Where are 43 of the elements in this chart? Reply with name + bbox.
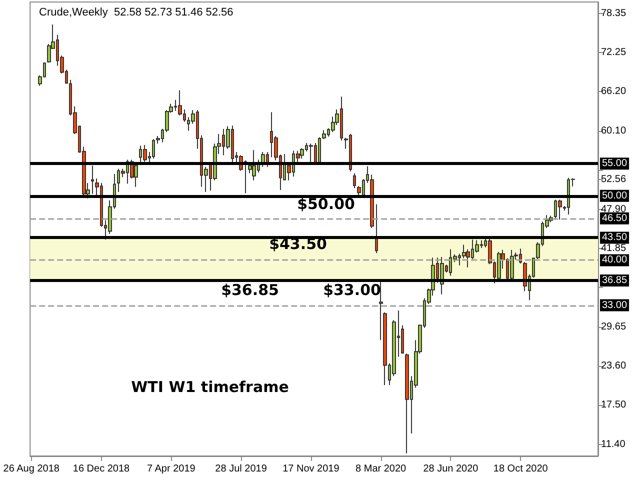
ref-line-label: 50.00 [602,190,628,202]
candlestick [91,165,94,194]
y-tick-label: 52.56 [601,174,626,185]
candlestick [558,199,562,220]
ref-line-label: 43.50 [602,232,628,244]
candlestick [134,163,138,188]
candlestick [143,144,147,162]
x-tick-label: 18 Oct 2020 [493,464,548,474]
y-tick-label: 29.65 [601,321,626,332]
candlestick [309,143,313,164]
y-tick-label: 60.10 [601,125,626,136]
y-tick-label: 72.25 [601,47,626,58]
ref-line-label: 46.50 [602,212,628,224]
annotation: $50.00 [297,195,355,213]
y-tick-label: 41.85 [601,242,626,254]
y-tick-label: 47.90 [601,204,626,215]
x-tick-label: 28 Jun 2020 [423,464,479,474]
candlestick [353,172,356,189]
y-tick-label: 11.40 [601,438,626,450]
x-tick-label: 7 Apr 2019 [146,464,196,474]
candlestick [375,204,378,254]
y-tick-label: 23.60 [601,360,626,372]
ref-line-label: 55.00 [602,158,628,170]
candlestick [405,353,409,454]
candlestick [497,251,501,281]
ref-line-label: 40.00 [602,254,628,266]
x-tick-label: 16 Dec 2018 [72,464,130,474]
chart-title: Crude,Weekly 52.58 52.73 51.46 52.56 [39,6,234,18]
ref-line-label: 33.00 [602,300,628,311]
candlestick [383,312,387,386]
y-tick-label: 78.35 [601,8,626,19]
x-tick-label: 17 Nov 2019 [282,464,340,474]
x-tick-label: 28 Jul 2019 [215,464,268,474]
candlestick [510,249,514,281]
annotation: WTI W1 timeframe [131,378,289,396]
candlestick [379,282,383,341]
annotation: $36.85 [221,281,279,299]
y-tick-label: 17.50 [601,400,626,411]
ref-line-label: 36.85 [602,275,628,286]
x-tick-label: 26 Aug 2018 [3,464,60,474]
x-tick-label: 8 Mar 2020 [356,464,407,474]
candlestick [252,150,256,181]
y-tick-label: 66.20 [601,86,626,98]
